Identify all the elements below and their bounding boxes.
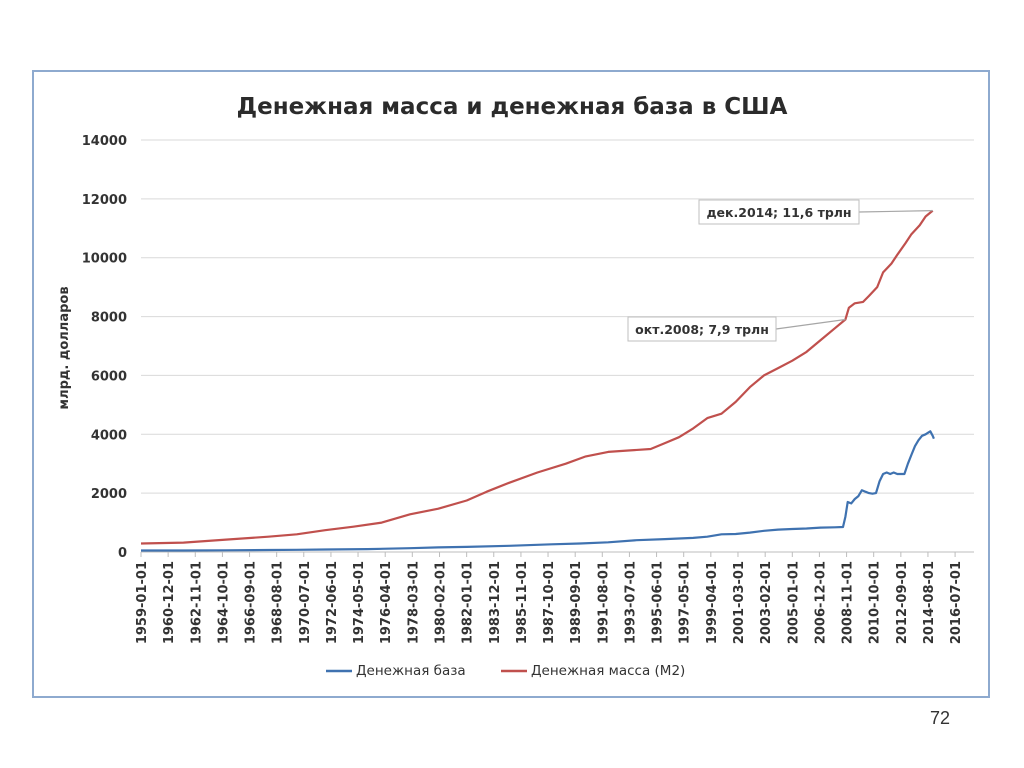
legend: Денежная база Денежная масса (М2) [326,663,685,679]
legend-entry: Денежная база [326,663,466,679]
x-tick-label: 1974-05-01 [352,561,367,644]
x-tick-label: 1980-02-01 [434,561,449,644]
annotation-label: дек.2014; 11,6 трлн [706,205,851,220]
x-tick-label: 1999-04-01 [705,561,720,644]
y-axis-label: млрд. долларов [57,286,72,409]
y-tick-label: 10000 [82,252,127,267]
x-tick-label: 1982-01-01 [461,561,476,644]
y-tick-label: 6000 [91,369,127,384]
y-tick-label: 2000 [91,487,127,502]
x-tick-label: 1985-11-01 [515,561,530,644]
x-tick-label: 1972-06-01 [325,561,340,644]
x-tick-label: 1966-09-01 [244,561,259,644]
x-tick-label: 1970-07-01 [298,561,313,644]
y-tick-label: 14000 [82,134,127,149]
chart: Денежная масса и денежная база в США 0 20… [57,94,974,679]
x-tick-label: 1959-01-01 [135,561,150,644]
x-axis-ticks: 1959-01-01 1960-12-01 1962-11-01 1964-10-01… [135,552,964,644]
legend-entry: Денежная масса (М2) [501,663,685,679]
legend-label: Денежная база [356,663,466,679]
x-tick-label: 2003-02-01 [759,561,774,644]
annotation-box [627,316,777,342]
y-tick-label: 8000 [91,311,127,326]
x-tick-label: 1976-04-01 [379,561,394,644]
x-tick-label: 1993-07-01 [623,561,638,644]
x-tick-label: 1960-12-01 [162,561,177,644]
x-tick-label: 1978-03-01 [406,561,421,644]
annotation-box [698,199,860,225]
x-tick-label: 1962-11-01 [189,561,204,644]
x-tick-label: 1964-10-01 [216,561,231,644]
y-tick-label: 0 [118,546,127,561]
x-tick-label: 2001-03-01 [732,561,747,644]
y-tick-label: 12000 [82,193,127,208]
x-tick-label: 1991-08-01 [596,561,611,644]
x-tick-label: 2005-01-01 [786,561,801,644]
annotation-leader [858,210,933,213]
chart-title: Денежная масса и денежная база в США [237,94,788,120]
gridlines [141,139,974,553]
x-tick-label: 2008-11-01 [841,561,856,644]
x-tick-label: 1995-06-01 [651,561,666,644]
series-line-monetary-base [141,430,935,552]
x-tick-label: 1989-09-01 [569,561,584,644]
series-lines [140,209,935,552]
x-tick-label: 2006-12-01 [813,561,828,644]
legend-label: Денежная масса (М2) [531,663,685,679]
page-number: 72 [930,708,951,728]
x-tick-label: 1968-08-01 [271,561,286,644]
annotations: дек.2014; 11,6 трлн окт.2008; 7,9 трлн [627,199,933,342]
y-tick-label: 4000 [91,428,127,443]
annotation-label: окт.2008; 7,9 трлн [635,322,769,337]
x-tick-label: 1983-12-01 [488,561,503,644]
annotation-callout: дек.2014; 11,6 трлн [698,199,933,225]
series-line-money-supply-m2 [140,209,934,545]
x-tick-label: 1987-10-01 [542,561,557,644]
annotation-callout: окт.2008; 7,9 трлн [627,316,846,342]
x-tick-label: 2012-09-01 [895,561,910,644]
chart-frame: Денежная масса и денежная база в США 0 20… [32,70,990,698]
x-tick-label: 1997-05-01 [678,561,693,644]
x-tick-label: 2010-10-01 [868,561,883,644]
annotation-leader [775,318,846,330]
x-tick-label: 2016-07-01 [949,561,964,644]
y-axis-ticks: 0 2000 4000 6000 8000 10000 12000 14000 [82,134,127,561]
x-tick-label: 2014-08-01 [922,561,937,644]
